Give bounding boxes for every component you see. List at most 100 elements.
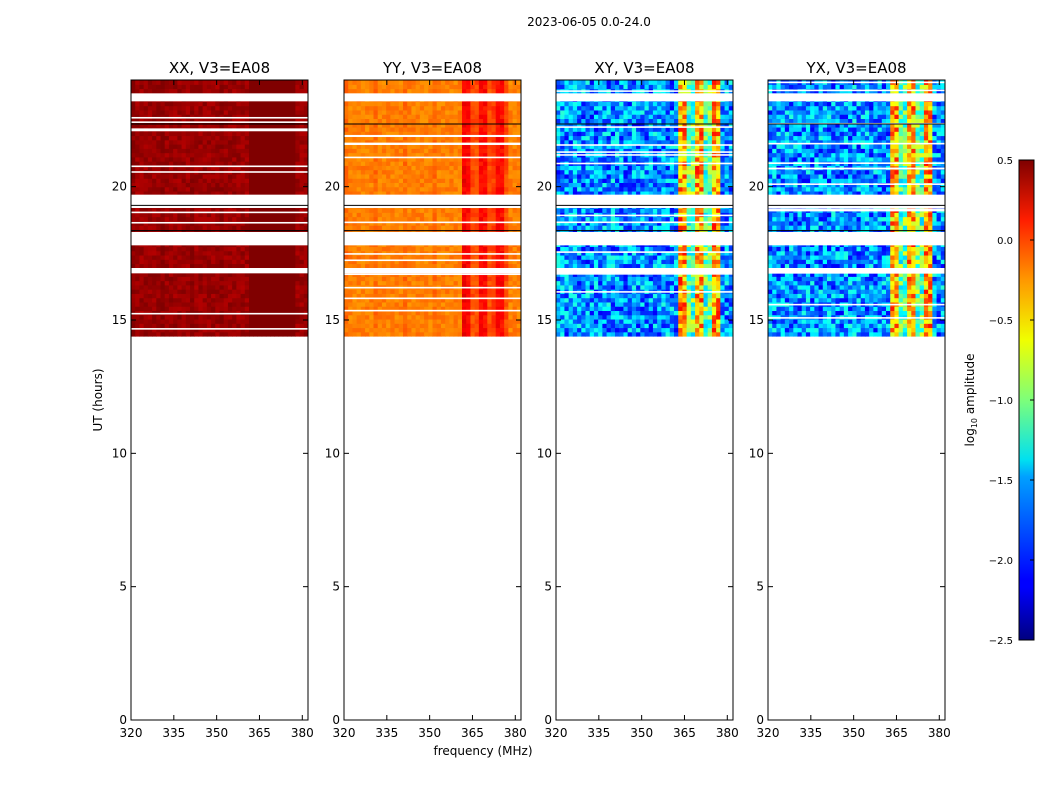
heatmap-cell [244,186,250,192]
heatmap-cell [131,254,136,260]
heatmap-cell [508,165,514,171]
heatmap-cell [232,327,237,333]
heatmap-cell [436,259,442,265]
heatmap-cell [394,280,400,286]
heatmap-cell [478,327,484,333]
heatmap-cell [206,254,212,260]
heatmap-cell [440,178,446,183]
heatmap-cell [403,323,408,329]
heatmap-cell [168,152,174,158]
heatmap-cell [240,139,246,145]
heatmap-cell [198,246,204,252]
heatmap-cell [147,289,153,294]
heatmap-cell [499,178,505,183]
heatmap-cell [453,178,459,183]
heatmap-cell [365,178,370,183]
heatmap-cell [394,297,400,303]
heatmap-cell [194,101,200,107]
heatmap-cell [177,318,183,324]
heatmap-cell [390,216,396,222]
heatmap-cell [478,118,484,124]
heatmap-cell [360,148,366,154]
heatmap-cell [160,182,166,188]
heatmap-cell [135,165,141,171]
heatmap-cell [211,331,216,337]
heatmap-cell [173,182,178,188]
heatmap-cell [499,144,505,149]
heatmap-cell [190,263,195,269]
heatmap-cell [365,148,370,154]
heatmap-cell [261,229,267,235]
heatmap-cell [244,101,250,107]
heatmap-cell [360,297,366,303]
heatmap-cell [286,306,292,311]
heatmap-cell [194,301,200,307]
heatmap-cell [403,331,408,337]
heatmap-cell [457,109,463,115]
heatmap-cell [303,148,308,154]
heatmap-cell [360,114,366,119]
heatmap-cell [462,182,467,188]
heatmap-cell [303,190,308,196]
heatmap-cell [253,182,259,188]
heatmap-cell [508,114,514,119]
heatmap-cell [403,109,408,115]
heatmap-cell [432,212,438,218]
heatmap-cell [352,139,358,145]
heatmap-cell [160,186,166,192]
heatmap-cell [360,118,366,124]
heatmap-cell [436,254,442,260]
heatmap-cell [445,318,450,324]
heatmap-cell [403,318,408,324]
heatmap-cell [190,88,195,94]
heatmap-cell [504,289,509,294]
heatmap-cell [261,156,267,162]
heatmap-cell [303,114,308,119]
heatmap-cell [185,122,191,128]
heatmap-cell [244,331,250,337]
heatmap-cell [291,212,296,218]
heatmap-cell [377,276,383,282]
heatmap-cell [499,169,505,175]
heatmap-cell [303,284,308,290]
heatmap-cell [152,301,157,307]
heatmap-cell [419,152,425,158]
heatmap-cell [495,301,501,307]
heatmap-cell [198,263,204,269]
heatmap-cell [139,190,145,196]
heatmap-cell [474,276,480,282]
heatmap-cell [278,289,284,294]
heatmap-cell [236,88,242,94]
heatmap-cell [202,216,208,222]
heatmap-cell [278,156,284,162]
heatmap-cell [147,144,153,149]
heatmap-cell [286,148,292,154]
y-tick-label: 5 [119,580,127,594]
heatmap-cell [185,182,191,188]
heatmap-cell [377,293,383,299]
heatmap-cell [352,318,358,324]
heatmap-cell [244,301,250,307]
heatmap-cell [487,293,493,299]
heatmap-cell [135,173,141,179]
heatmap-cell [474,131,480,137]
heatmap-cell [202,284,208,290]
heatmap-cell [206,144,212,149]
heatmap-cell [424,190,429,196]
heatmap-cell [499,216,505,222]
heatmap-cell [466,276,472,282]
heatmap-cell [386,280,391,286]
heatmap-cell [139,250,145,256]
heatmap-cell [449,280,455,286]
heatmap-cell [436,105,442,111]
heatmap-cell [253,323,259,329]
heatmap-cell [299,272,305,277]
heatmap-cell [253,331,259,337]
heatmap-cell [516,212,521,218]
heatmap-cell [177,212,183,218]
heatmap-cell [249,250,254,256]
heatmap-cell [394,126,400,132]
heatmap-cell [344,310,349,316]
heatmap-cell [253,118,259,124]
heatmap-cell [474,208,480,213]
